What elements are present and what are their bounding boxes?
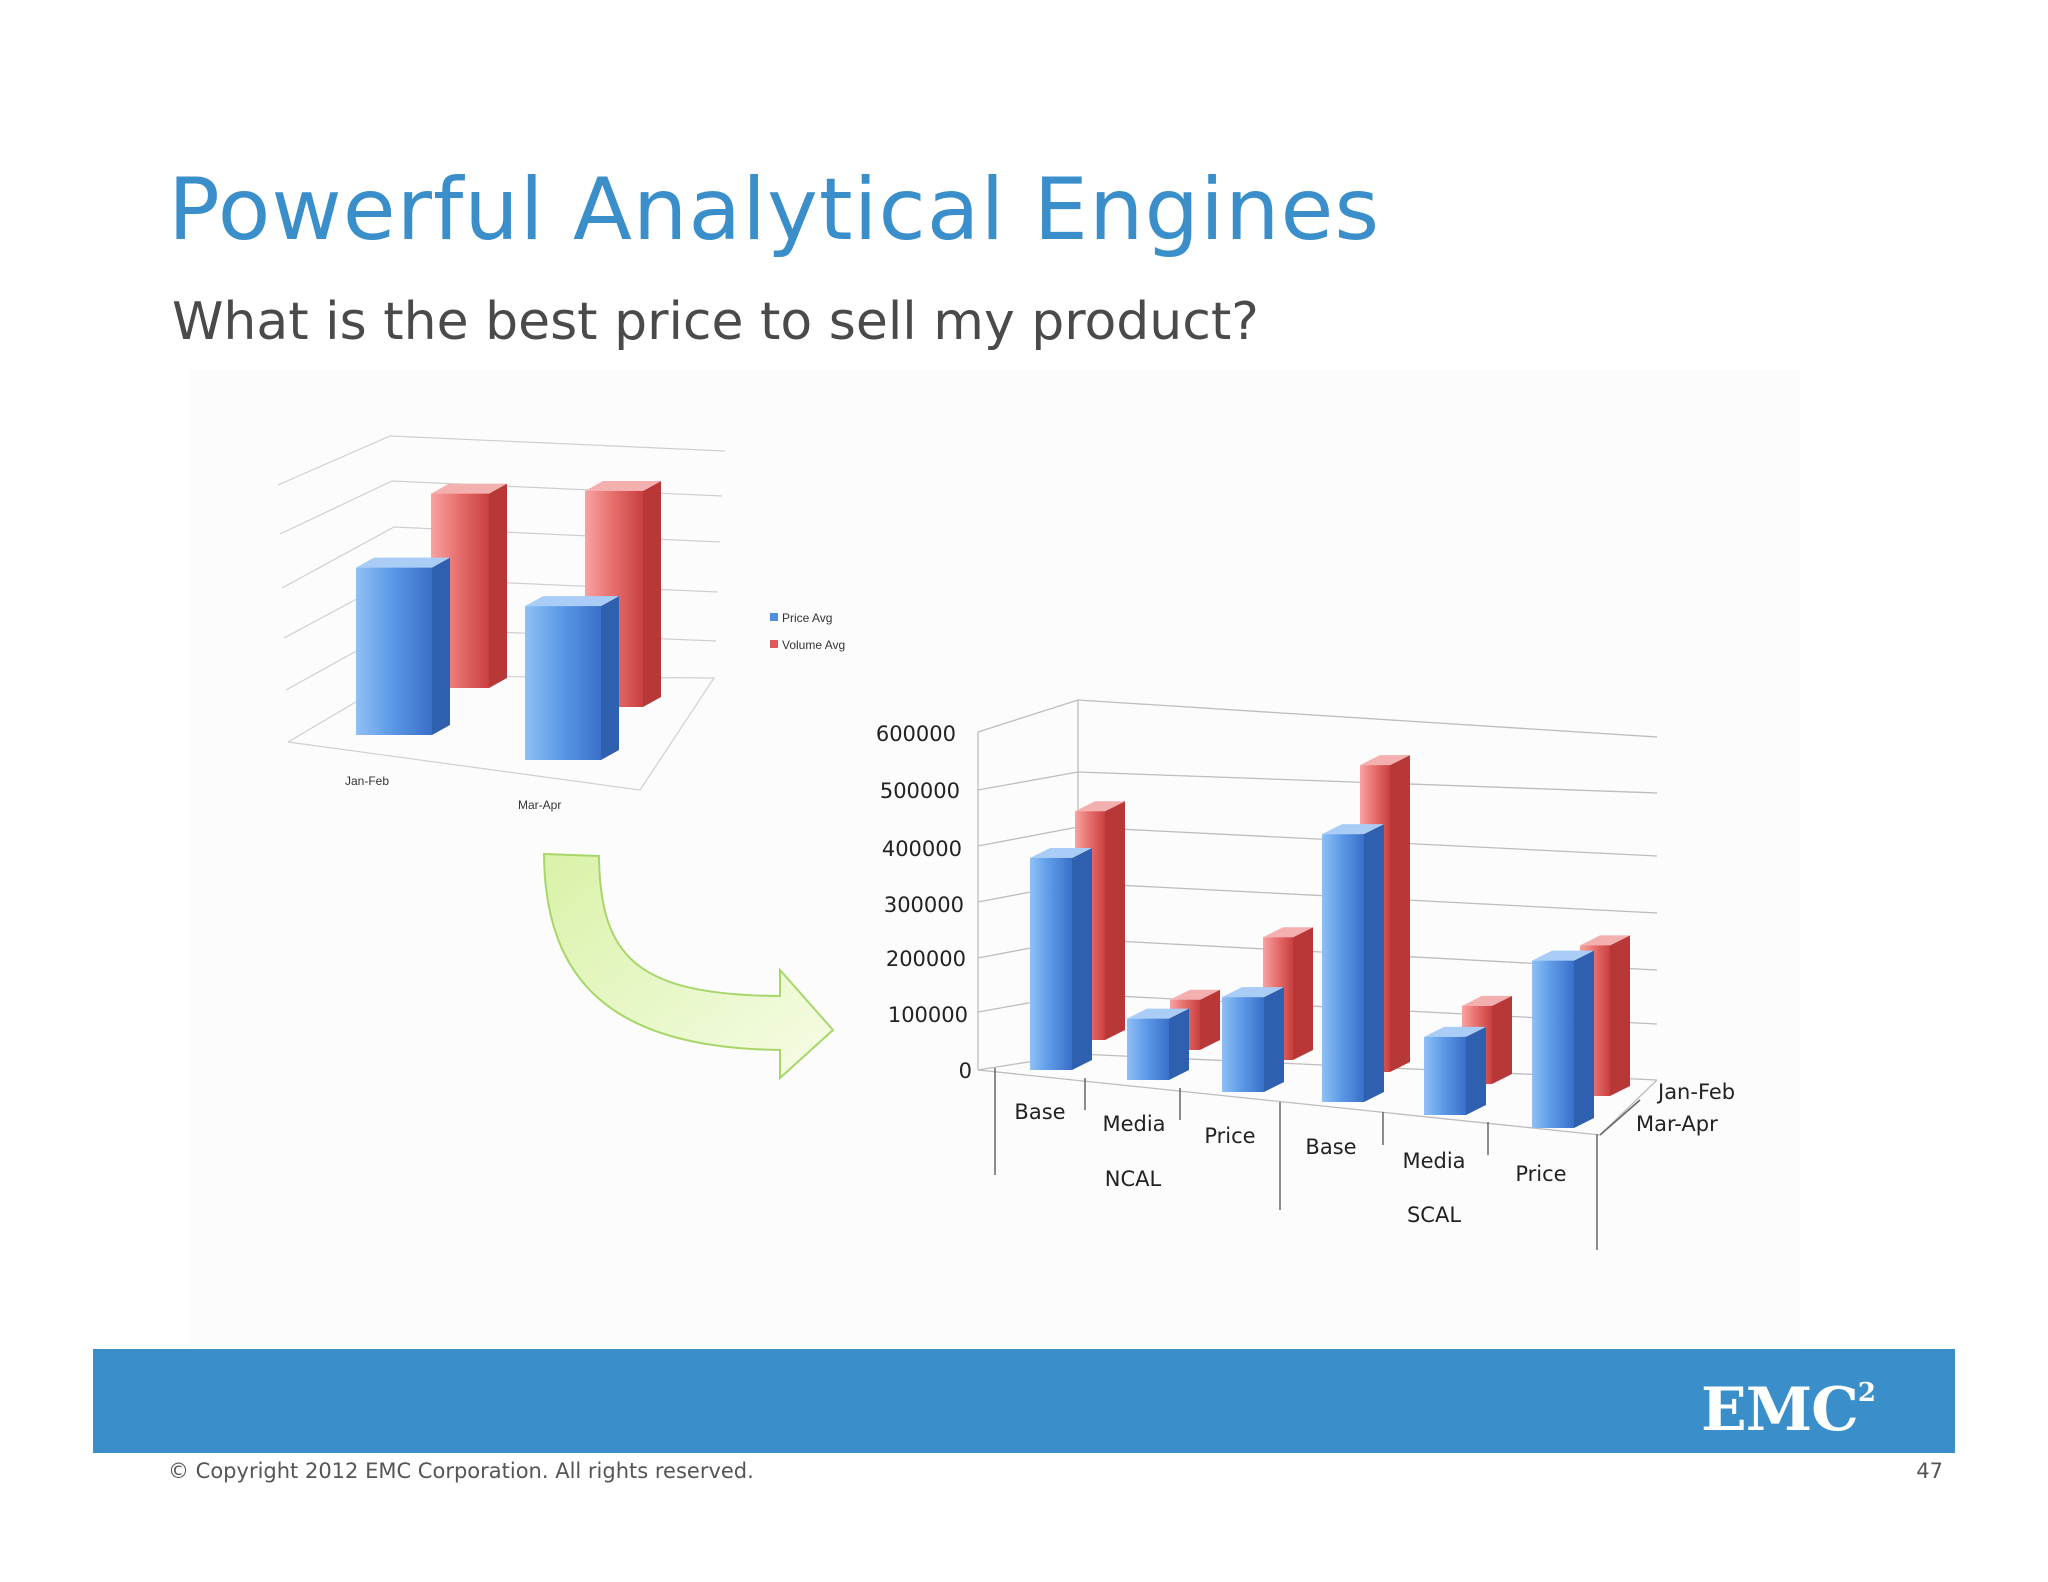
small-chart-bars bbox=[356, 481, 661, 760]
y-tick-label: 0 bbox=[959, 1059, 972, 1083]
y-tick-label: 500000 bbox=[880, 779, 960, 803]
copyright-text: © Copyright 2012 EMC Corporation. All ri… bbox=[168, 1459, 754, 1483]
legend-swatch-price-avg bbox=[770, 613, 778, 621]
depth-label-jan-feb: Jan-Feb bbox=[1656, 1080, 1735, 1104]
big-chart-y-axis: 600000 500000 400000 300000 200000 10000… bbox=[876, 722, 972, 1083]
big-chart-bars bbox=[1030, 755, 1630, 1128]
x-tick-label: Price bbox=[1515, 1162, 1566, 1186]
slide-title: Powerful Analytical Engines bbox=[168, 160, 1381, 260]
y-tick-label: 600000 bbox=[876, 722, 956, 746]
group-label-scal: SCAL bbox=[1407, 1203, 1461, 1227]
legend-label-price-avg: Price Avg bbox=[782, 611, 832, 625]
y-tick-label: 300000 bbox=[884, 893, 964, 917]
big-chart-depth-axis: Jan-Feb Mar-Apr bbox=[1636, 1080, 1735, 1136]
curved-arrow-icon bbox=[542, 852, 835, 1081]
x-tick-label: Base bbox=[1014, 1100, 1065, 1124]
bar-mar-apr bbox=[1322, 824, 1384, 1102]
bar-mar-apr bbox=[1424, 1026, 1486, 1115]
emc-logo: EMC2 bbox=[1701, 1375, 1876, 1445]
x-tick-label: Base bbox=[1305, 1135, 1356, 1159]
x-tick-label: Media bbox=[1402, 1149, 1465, 1173]
bar-mar-apr bbox=[1030, 847, 1092, 1070]
bar-mar-apr bbox=[1222, 987, 1284, 1092]
small-chart-legend: Price Avg Volume Avg bbox=[770, 611, 845, 652]
slide-subtitle: What is the best price to sell my produc… bbox=[172, 292, 1259, 352]
bar-mar-apr bbox=[1127, 1008, 1189, 1080]
big-chart-category-labels: Base Media Price Base Media Price NCAL S… bbox=[1014, 1100, 1566, 1227]
bar-mar-apr bbox=[1532, 950, 1594, 1128]
legend-label-volume-avg: Volume Avg bbox=[782, 638, 845, 652]
y-tick-label: 400000 bbox=[882, 837, 962, 861]
big-chart: 600000 500000 400000 300000 200000 10000… bbox=[876, 699, 1735, 1250]
small-chart-category-labels: Jan-Feb Mar-Apr bbox=[345, 774, 561, 812]
x-tick-label: Media bbox=[1102, 1112, 1165, 1136]
y-tick-label: 200000 bbox=[886, 947, 966, 971]
group-label-ncal: NCAL bbox=[1105, 1167, 1162, 1191]
depth-label-mar-apr: Mar-Apr bbox=[1636, 1112, 1718, 1136]
big-chart-x-axis bbox=[994, 1068, 1641, 1250]
x-tick-label: Price bbox=[1204, 1124, 1255, 1148]
small-chart: Jan-Feb Mar-Apr Price Avg Volume Avg bbox=[277, 435, 845, 812]
bar-price-avg bbox=[525, 596, 619, 760]
footer-bar: EMC2 bbox=[93, 1349, 1955, 1453]
y-tick-label: 100000 bbox=[888, 1003, 968, 1027]
page-number: 47 bbox=[1916, 1459, 1943, 1483]
small-tick-label: Jan-Feb bbox=[345, 774, 389, 788]
small-tick-label: Mar-Apr bbox=[518, 798, 561, 812]
legend-swatch-volume-avg bbox=[770, 640, 778, 648]
bar-price-avg bbox=[356, 557, 450, 735]
